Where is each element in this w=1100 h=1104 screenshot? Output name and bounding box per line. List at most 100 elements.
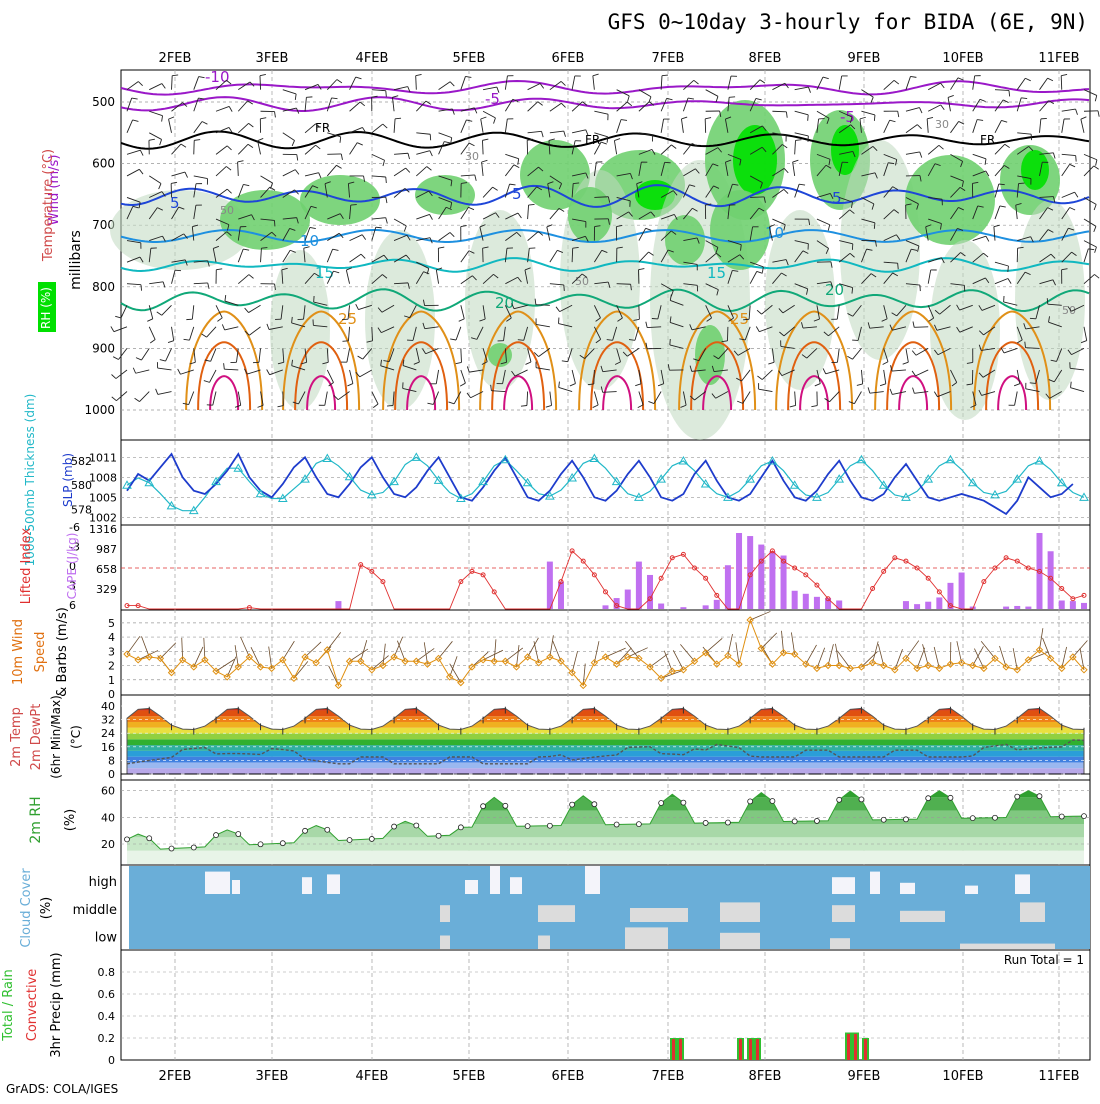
wind-barb bbox=[1017, 370, 1020, 384]
wind-barb-flag bbox=[880, 384, 886, 386]
surface-wind-barb bbox=[806, 645, 817, 664]
wind-barb-flag bbox=[823, 368, 826, 373]
wind-barb-flag bbox=[601, 142, 607, 144]
wind-barb bbox=[795, 392, 796, 406]
rh-marker bbox=[325, 827, 330, 832]
wind-barb-flag bbox=[999, 184, 1005, 185]
wind-barb bbox=[914, 327, 928, 328]
cape-bar bbox=[803, 594, 809, 609]
wind-barb bbox=[261, 248, 262, 262]
cloud-block bbox=[538, 936, 550, 950]
wind-barb bbox=[283, 170, 295, 176]
cloud-block bbox=[965, 886, 978, 894]
wind-barb bbox=[1084, 274, 1094, 283]
wind-barb-flag bbox=[1030, 383, 1036, 384]
wind-barb-flag bbox=[874, 223, 875, 229]
surface-wind-barb bbox=[327, 632, 340, 649]
wind-barb bbox=[238, 123, 248, 132]
rh-band bbox=[121, 851, 1090, 864]
wind-tick-label: 4 bbox=[108, 631, 115, 644]
wind-barb-flag bbox=[621, 120, 627, 121]
wind-barb bbox=[854, 392, 861, 404]
wind-barb-flag bbox=[202, 122, 207, 125]
temp-axis-label-3: (6hr Min/Max) bbox=[49, 695, 63, 779]
wind-barb-flag bbox=[1081, 341, 1087, 343]
wind-barb-flag bbox=[681, 117, 687, 119]
wind-barb bbox=[550, 392, 552, 406]
wind-barb bbox=[461, 120, 467, 133]
wind-barb bbox=[1084, 166, 1094, 176]
wind-barb-flag bbox=[227, 146, 231, 150]
wind-barb-flag bbox=[890, 120, 896, 122]
wind-barb-flag bbox=[986, 236, 989, 241]
wind-barb-flag bbox=[494, 118, 496, 124]
cloud-block bbox=[870, 872, 880, 894]
temp-axis-label-2: 2m DewPt bbox=[29, 704, 44, 771]
wind-barb-flag bbox=[912, 351, 916, 356]
li-tick-label: -6 bbox=[69, 521, 80, 534]
wind-barb-flag bbox=[694, 80, 699, 84]
wind-barb-flag bbox=[181, 144, 186, 147]
wind-barb bbox=[906, 76, 911, 89]
wind-barb-flag bbox=[113, 357, 118, 360]
wind-barb-flag bbox=[482, 139, 488, 140]
wind-barb bbox=[750, 197, 764, 198]
wind-barb-flag bbox=[386, 91, 387, 97]
date-top-label: 8FEB bbox=[749, 51, 782, 66]
wind-barb bbox=[169, 119, 172, 133]
cape-axis-label: CAPE (J/kg) bbox=[65, 533, 79, 600]
wind-barb-flag bbox=[883, 362, 888, 365]
wind-barb-flag bbox=[564, 285, 565, 291]
wind-barb-flag bbox=[383, 124, 387, 128]
wind-barb-flag bbox=[525, 362, 530, 364]
wind-barb-flag bbox=[356, 304, 359, 309]
wind-barb-flag bbox=[815, 384, 820, 386]
wind-tick-label: 2 bbox=[108, 660, 115, 673]
surface-wind-barb bbox=[160, 643, 175, 659]
wind-barb bbox=[1084, 327, 1087, 341]
wind-barb-flag bbox=[635, 384, 641, 386]
wind-barb bbox=[617, 284, 631, 285]
cape-bar bbox=[914, 604, 920, 609]
date-top-label: 2FEB bbox=[159, 51, 192, 66]
wind-barb-flag bbox=[267, 370, 270, 375]
wind-barb bbox=[283, 90, 296, 94]
precip-tick-label: 0.8 bbox=[98, 966, 116, 979]
wind-barb-flag bbox=[1081, 117, 1087, 119]
wind-barb bbox=[995, 144, 1005, 154]
wind-barb bbox=[394, 153, 408, 154]
wind-barb-flag bbox=[135, 398, 140, 401]
wind-barb-flag bbox=[1095, 247, 1097, 253]
rh-marker bbox=[125, 837, 130, 842]
cape-bar bbox=[1059, 600, 1065, 609]
temp-band bbox=[121, 745, 1090, 751]
wind-barb-flag bbox=[570, 384, 576, 386]
wind-barb-flag bbox=[559, 382, 560, 388]
rh-marker bbox=[236, 832, 241, 837]
wind-barb bbox=[928, 270, 930, 284]
wind-barb-flag bbox=[1014, 384, 1020, 386]
date-top-label: 6FEB bbox=[552, 51, 585, 66]
wind-barb bbox=[372, 392, 378, 405]
rh-marker bbox=[636, 822, 641, 827]
cloud-block bbox=[900, 883, 915, 894]
wind-barb bbox=[192, 305, 193, 319]
wind-barb-flag bbox=[828, 225, 829, 231]
wind-barb-flag bbox=[115, 316, 121, 318]
surface-wind-barb bbox=[606, 648, 626, 657]
wind-barb-flag bbox=[890, 389, 892, 395]
contour-label: 15 bbox=[315, 264, 334, 282]
wind-barb-flag bbox=[1025, 78, 1030, 81]
wind-barb-flag bbox=[784, 168, 788, 172]
wind-barb bbox=[338, 392, 349, 400]
wind-barb-flag bbox=[756, 326, 759, 331]
wind-barb bbox=[639, 90, 651, 97]
rh-marker bbox=[258, 842, 263, 847]
rh-tick-label: 20 bbox=[101, 838, 115, 851]
cloud-block bbox=[832, 905, 855, 922]
wind-barb-flag bbox=[790, 405, 796, 406]
wind-barb bbox=[973, 120, 977, 133]
wind-barb-flag bbox=[1030, 318, 1036, 319]
wind-barb bbox=[995, 206, 1000, 219]
wind-barb-flag bbox=[465, 76, 471, 77]
